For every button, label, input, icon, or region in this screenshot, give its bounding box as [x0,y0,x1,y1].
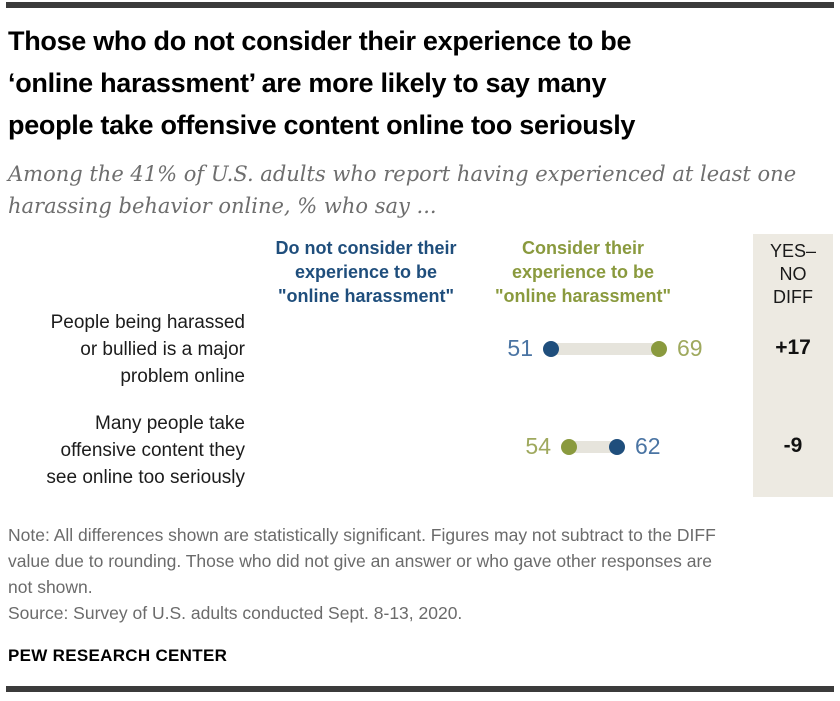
column-header-line: experience to be [511,262,655,282]
column-header-line: DIFF [773,287,813,307]
column-header-line: "online harassment" [277,286,455,306]
value-label-yes: 69 [677,335,703,361]
bottom-rule [6,686,834,692]
chart-title: Those who do not consider their experien… [8,20,832,146]
row-label-line: or bullied is a major [80,339,245,360]
top-rule [6,2,834,8]
column-header-line: "online harassment" [494,286,672,306]
dot-marker-no [609,439,625,455]
column-header-line: Consider their [521,238,645,258]
row-label-offensive-content-too-seriously: Many people take offensive content they … [25,410,245,491]
column-header-do-not-consider: Do not consider their experience to be "… [246,236,486,308]
diff-column-background [753,234,833,497]
note-line: value due to rounding. Those who did not… [8,551,713,571]
value-label-no: 62 [635,433,661,459]
row-label-line: People being harassed [50,312,245,333]
chart-title-line: people take offensive content online too… [8,110,636,140]
chart-subtitle-line: harassing behavior online, % who say ... [8,194,437,218]
chart-subtitle-line: Among the 41% of U.S. adults who report … [8,162,797,186]
source-line: Source: Survey of U.S. adults conducted … [8,603,463,623]
note-line: Note: All differences shown are statisti… [8,525,716,545]
row-label-harassment-major-problem: People being harassed or bullied is a ma… [25,309,245,390]
row-label-line: Many people take [95,413,245,434]
column-header-line: Do not consider their [275,238,457,258]
dot-marker-no [543,341,559,357]
column-header-line: YES– [769,241,817,261]
column-header-line: experience to be [294,262,438,282]
column-header-yes-no-diff: YES– NO DIFF [753,240,833,309]
row-label-line: offensive content they [60,440,246,461]
value-label-no: 51 [507,335,533,361]
chart-title-line: Those who do not consider their experien… [8,26,632,56]
chart-notes: Note: All differences shown are statisti… [8,522,836,626]
dot-connector [551,343,659,355]
column-header-consider: Consider their experience to be "online … [463,236,703,308]
dot-connector [569,441,617,453]
row-label-line: problem online [120,366,245,387]
dot-marker-yes [651,341,667,357]
row-label-line: see online too seriously [46,467,245,488]
diff-value: -9 [783,434,803,457]
chart-subtitle: Among the 41% of U.S. adults who report … [8,158,832,222]
note-line: not shown. [8,577,93,597]
chart-title-line: ‘online harassment’ are more likely to s… [8,68,607,98]
value-label-yes: 54 [525,433,551,459]
diff-value: +17 [775,336,811,359]
column-header-line: NO [779,264,807,284]
pew-research-center-wordmark: PEW RESEARCH CENTER [8,646,228,665]
dot-marker-yes [561,439,577,455]
